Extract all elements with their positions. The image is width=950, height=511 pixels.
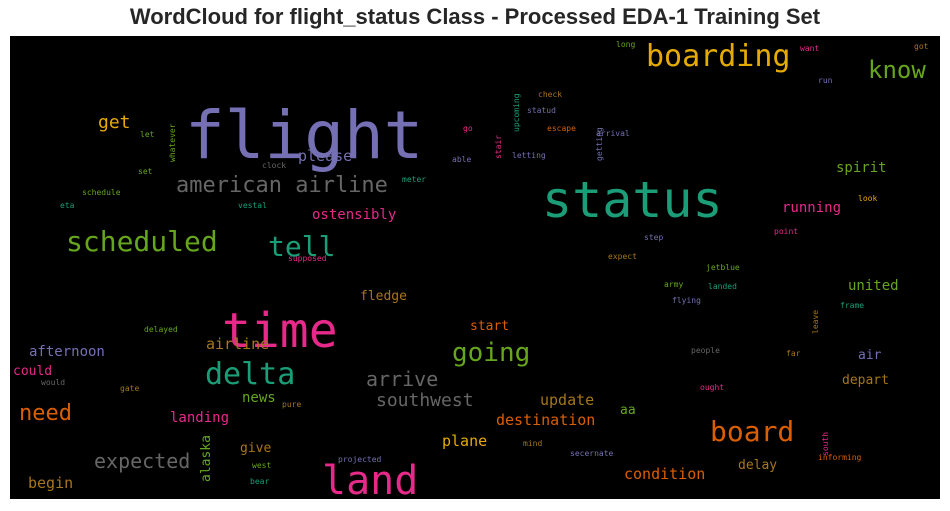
word-letting: letting: [512, 151, 546, 160]
word-time: time: [222, 303, 338, 359]
word-getting: getting: [595, 127, 604, 161]
word-look: look: [858, 194, 877, 203]
word-need: need: [19, 401, 72, 426]
word-upcoming: upcoming: [512, 93, 521, 132]
word-people: people: [691, 346, 720, 355]
word-plane: plane: [442, 432, 487, 450]
word-update: update: [540, 391, 594, 409]
word-let: let: [140, 130, 155, 139]
word-eta: eta: [60, 201, 75, 210]
word-pure: pure: [282, 400, 301, 409]
word-delayed: delayed: [144, 325, 178, 334]
word-far: far: [786, 349, 801, 358]
word-supposed: supposed: [288, 254, 327, 263]
word-alaska: alaska: [199, 435, 214, 482]
word-would: would: [41, 378, 65, 387]
word-west: west: [252, 461, 271, 470]
word-flying: flying: [672, 296, 701, 305]
word-vestal: vestal: [238, 201, 267, 210]
word-landing: landing: [170, 410, 229, 426]
word-gate: gate: [120, 384, 139, 393]
word-bear: bear: [250, 477, 269, 486]
word-depart: depart: [842, 373, 889, 388]
word-destination: destination: [496, 411, 595, 429]
word-running: running: [782, 200, 841, 216]
word-start: start: [470, 319, 509, 334]
word-aa: aa: [620, 403, 636, 418]
word-step: step: [644, 233, 663, 242]
word-board: board: [710, 415, 794, 448]
chart-title: WordCloud for flight_status Class - Proc…: [129, 4, 821, 29]
word-informing: informing: [818, 453, 862, 462]
word-long: long: [616, 40, 635, 49]
word-go: go: [463, 124, 473, 133]
word-check: check: [538, 90, 562, 99]
word-expected: expected: [94, 449, 190, 473]
word-statud: statud: [527, 106, 556, 115]
word-frame: frame: [840, 301, 864, 310]
word-want: want: [800, 44, 819, 53]
word-ostensibly: ostensibly: [312, 207, 396, 223]
word-ought: ought: [700, 383, 724, 392]
word-boarding: boarding: [646, 39, 791, 74]
word-news: news: [242, 390, 276, 406]
word-arrive: arrive: [366, 367, 438, 391]
word-escape: escape: [547, 124, 576, 133]
word-air: air: [858, 348, 882, 363]
word-mind: mind: [523, 439, 542, 448]
word-delay: delay: [738, 458, 777, 473]
word-leave: leave: [811, 310, 820, 334]
word-able: able: [452, 155, 471, 164]
word-begin: begin: [28, 474, 73, 492]
word-american-airline: american airline: [176, 173, 388, 198]
word-get: get: [98, 112, 131, 133]
word-airline: airline: [206, 335, 269, 353]
word-got: got: [914, 42, 929, 51]
word-south: south: [821, 432, 830, 456]
word-schedule: schedule: [82, 188, 121, 197]
word-arrival: arrival: [596, 129, 630, 138]
word-give: give: [240, 441, 271, 456]
word-clock: clock: [262, 161, 286, 170]
word-fledge: fledge: [360, 289, 407, 304]
word-please: please: [298, 147, 352, 165]
word-point: point: [774, 227, 798, 236]
word-stair: stair: [494, 135, 503, 159]
word-could: could: [13, 364, 52, 379]
word-status: status: [542, 171, 723, 229]
word-land: land: [322, 458, 418, 499]
word-secernate: secernate: [570, 449, 614, 458]
word-set: set: [138, 167, 153, 176]
word-afternoon: afternoon: [29, 344, 105, 360]
word-landed: landed: [708, 282, 737, 291]
word-flight: flight: [185, 97, 423, 174]
word-expect: expect: [608, 252, 637, 261]
wordcloud-canvas: flight status time land boarding scheduled del…: [10, 36, 940, 499]
word-going: going: [452, 338, 530, 368]
word-condition: condition: [624, 465, 705, 483]
word-whatever: whatever: [168, 123, 177, 162]
word-delta: delta: [205, 357, 295, 392]
word-know: know: [868, 56, 926, 84]
word-united: united: [848, 278, 899, 294]
word-projected: projected: [338, 455, 382, 464]
word-scheduled: scheduled: [66, 225, 218, 258]
wordcloud-svg: flight status time land boarding scheduled del…: [13, 39, 929, 499]
word-jetblue: jetblue: [706, 263, 740, 272]
word-spirit: spirit: [836, 160, 887, 176]
word-southwest: southwest: [376, 390, 474, 411]
word-run: run: [818, 76, 833, 85]
word-meter: meter: [402, 175, 426, 184]
word-tell: tell: [268, 230, 335, 263]
word-army: army: [664, 280, 683, 289]
